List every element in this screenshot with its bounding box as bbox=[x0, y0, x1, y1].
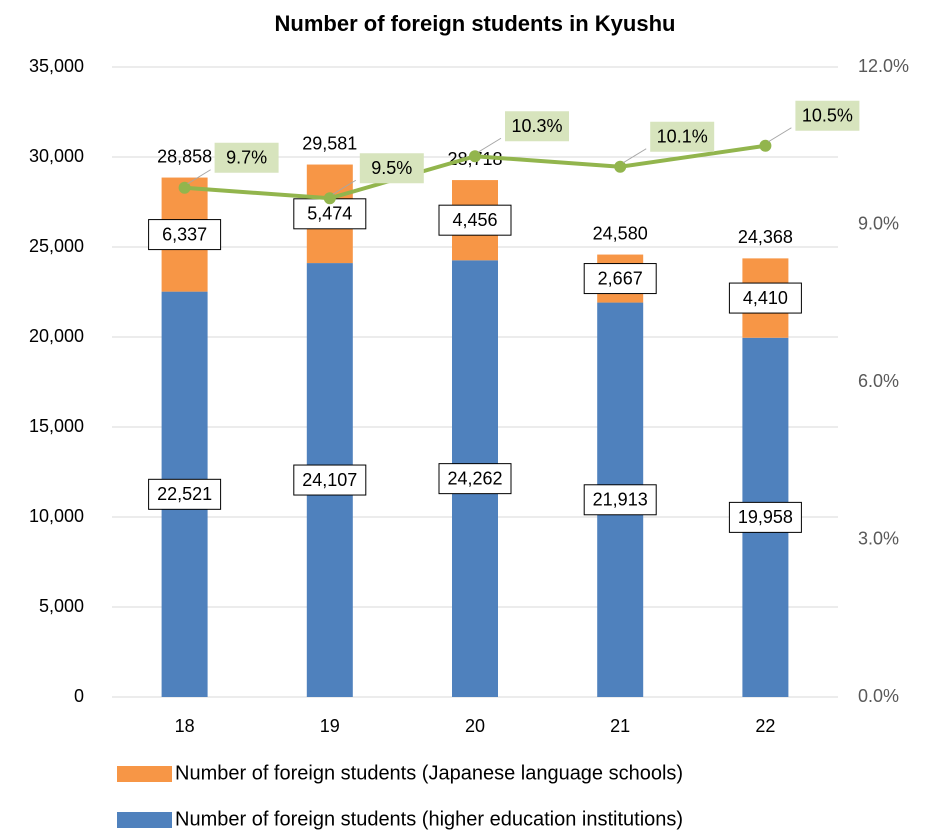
data-label-box bbox=[438, 463, 512, 495]
y2-tick-label: 12.0% bbox=[858, 56, 909, 76]
line-point bbox=[469, 150, 481, 163]
legend-label: Number of foreign students (higher educa… bbox=[175, 808, 683, 830]
data-label-box bbox=[214, 142, 279, 173]
data-label: 9.5% bbox=[371, 158, 412, 178]
data-label-box bbox=[438, 204, 512, 236]
legend-label: Number of foreign students (Japanese lan… bbox=[175, 762, 683, 784]
leader-line bbox=[768, 127, 792, 143]
data-label-box bbox=[583, 263, 657, 295]
y2-tick-label: 9.0% bbox=[858, 213, 899, 233]
line-point bbox=[759, 139, 772, 152]
data-label-box bbox=[795, 100, 860, 131]
x-tick-label: 22 bbox=[755, 716, 775, 736]
data-label: 21,913 bbox=[593, 490, 648, 510]
total-label: 29,581 bbox=[302, 133, 357, 153]
line-point bbox=[323, 192, 336, 205]
legend-swatch bbox=[117, 812, 172, 828]
data-label: 24,262 bbox=[447, 468, 502, 488]
data-label-box bbox=[728, 501, 802, 533]
data-label: 10.1% bbox=[657, 127, 708, 147]
total-label: 24,580 bbox=[593, 223, 648, 243]
leader-line bbox=[477, 137, 502, 153]
x-tick-label: 18 bbox=[175, 716, 195, 736]
data-label: 4,456 bbox=[452, 210, 497, 230]
x-tick-label: 19 bbox=[320, 716, 340, 736]
data-label: 19,958 bbox=[738, 507, 793, 527]
chart-title: Number of foreign students in Kyushu bbox=[275, 11, 676, 36]
y-tick-label: 35,000 bbox=[29, 56, 84, 76]
data-label-box bbox=[148, 478, 222, 510]
data-label: 9.7% bbox=[226, 148, 267, 168]
y-tick-label: 5,000 bbox=[39, 596, 84, 616]
line-point bbox=[178, 181, 191, 194]
data-label: 10.3% bbox=[511, 116, 562, 136]
data-label: 4,410 bbox=[743, 288, 788, 308]
y-tick-label: 0 bbox=[74, 686, 84, 706]
data-label-box bbox=[505, 111, 569, 142]
data-label-box bbox=[293, 198, 367, 230]
y2-tick-label: 3.0% bbox=[858, 528, 899, 548]
data-label-box bbox=[293, 464, 367, 496]
data-label: 5,474 bbox=[307, 204, 352, 224]
data-label: 24,107 bbox=[302, 470, 357, 490]
data-label-box bbox=[359, 153, 424, 184]
data-label-box bbox=[583, 484, 657, 516]
leader-line bbox=[332, 179, 357, 195]
line-point bbox=[614, 160, 627, 173]
legend-swatch bbox=[117, 766, 172, 782]
x-tick-label: 21 bbox=[610, 716, 630, 736]
y-tick-label: 20,000 bbox=[29, 326, 84, 346]
x-tick-label: 20 bbox=[465, 716, 485, 736]
data-label: 2,667 bbox=[598, 268, 643, 288]
y-tick-label: 15,000 bbox=[29, 416, 84, 436]
data-label: 10.5% bbox=[802, 106, 853, 126]
y-tick-label: 10,000 bbox=[29, 506, 84, 526]
y2-tick-label: 6.0% bbox=[858, 371, 899, 391]
total-label: 28,858 bbox=[157, 146, 212, 166]
y-tick-label: 30,000 bbox=[29, 146, 84, 166]
data-label-box bbox=[650, 121, 715, 152]
data-label: 22,521 bbox=[157, 484, 212, 504]
y-tick-label: 25,000 bbox=[29, 236, 84, 256]
leader-line bbox=[187, 169, 211, 185]
data-label: 6,337 bbox=[162, 224, 207, 244]
leader-line bbox=[622, 148, 647, 164]
data-label-box bbox=[148, 219, 222, 251]
data-label-box bbox=[728, 282, 802, 314]
y2-tick-label: 0.0% bbox=[858, 686, 899, 706]
total-label: 24,368 bbox=[738, 227, 793, 247]
